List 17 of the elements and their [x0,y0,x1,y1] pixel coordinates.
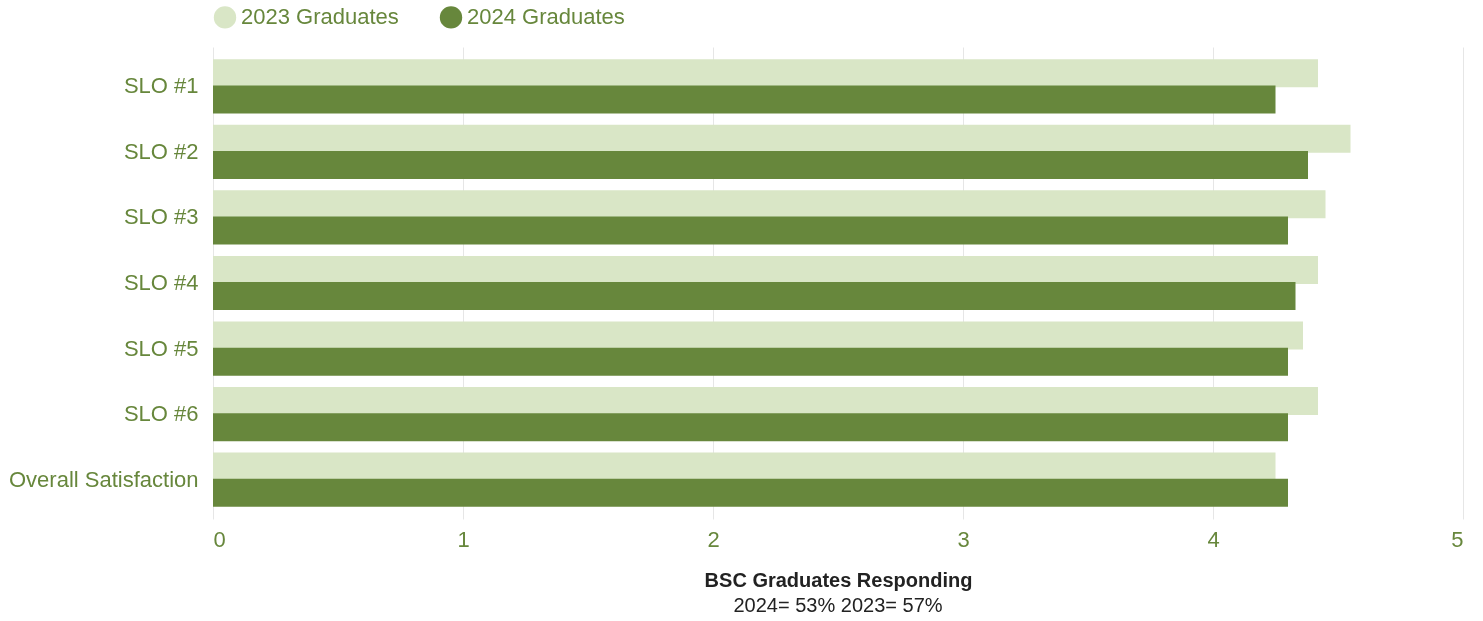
x-tick-label: 5 [1451,526,1464,552]
y-tick-label: SLO #1 [123,73,199,99]
y-tick-label: SLO #2 [123,138,199,164]
x-tick-label: 0 [213,526,226,552]
legend-label: 2023 Graduates [241,4,399,30]
y-tick-label: SLO #3 [123,204,199,230]
y-tick-label: Overall Satisfaction [8,466,199,492]
x-tick-label: 1 [457,526,470,552]
x-axis-title: BSC Graduates Responding [704,568,973,591]
text: 2024= 53% 2023= 57% [733,594,943,616]
y-tick-label: SLO #6 [123,401,199,427]
x-tick-label: 3 [957,526,970,552]
legend-label: 2024 Graduates [467,4,625,30]
y-tick-label: SLO #4 [123,270,199,295]
y-tick-label: SLO #5 [123,335,199,361]
x-tick-label: 4 [1207,526,1220,552]
x-tick-label: 2 [707,526,720,552]
